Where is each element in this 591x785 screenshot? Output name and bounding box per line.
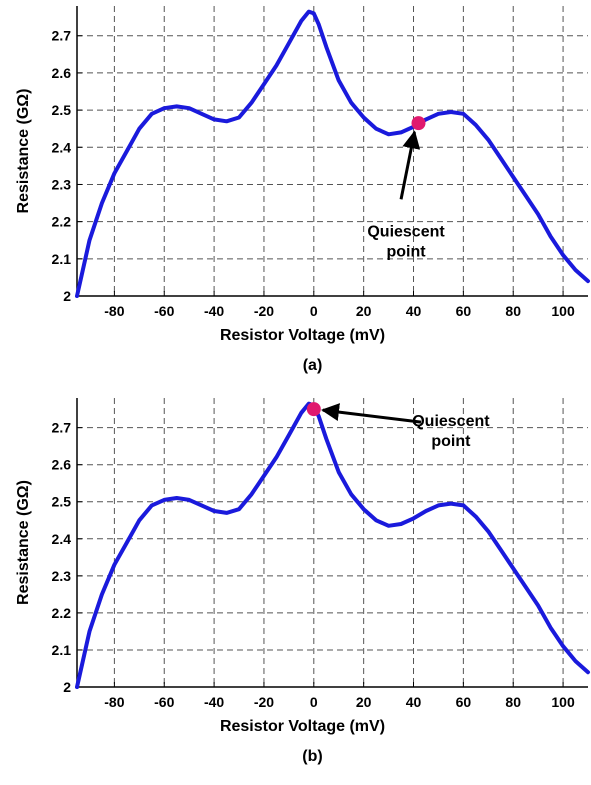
y-tick-label: 2.7 <box>52 420 72 436</box>
x-tick-label: 20 <box>356 694 372 710</box>
annotation-arrow <box>399 130 421 200</box>
quiescent-point-marker <box>411 116 426 131</box>
annotation-text: Quiescent <box>367 224 445 241</box>
y-axis-label: Resistance (GΩ) <box>15 480 32 605</box>
y-tick-label: 2 <box>63 288 71 304</box>
x-tick-label: -80 <box>104 694 124 710</box>
x-tick-label: 60 <box>456 303 472 319</box>
x-tick-label: -40 <box>204 694 224 710</box>
y-tick-label: 2.4 <box>52 531 72 547</box>
x-tick-label: 80 <box>505 303 521 319</box>
annotation-text: Quiescent <box>412 413 490 430</box>
panel-label: (b) <box>302 748 322 765</box>
x-tick-label: -80 <box>104 303 124 319</box>
panel-a: -80 -60 -40 -20 0 20 40 60 80 100 2 2.1 2.2 2.3 2.4 2.5… <box>15 6 590 374</box>
y-tick-label: 2.2 <box>52 214 72 230</box>
annotation-arrow <box>321 403 422 424</box>
y-tick-label: 2.3 <box>52 568 72 584</box>
y-tick-label: 2 <box>63 679 71 695</box>
annotation-text: point <box>386 244 426 261</box>
series-line <box>75 401 590 689</box>
x-tick-label: 80 <box>505 694 521 710</box>
x-tick-label: 100 <box>551 694 575 710</box>
x-tick-label: -20 <box>254 303 274 319</box>
y-tick-label: 2.6 <box>52 65 72 81</box>
x-tick-label: -40 <box>204 303 224 319</box>
x-tick-label: -60 <box>154 694 174 710</box>
panel-b: -80 -60 -40 -20 0 20 40 60 80 100 2 2.1 2.2 2.3 2.4 2.5… <box>15 398 590 765</box>
y-tick-label: 2.2 <box>52 605 72 621</box>
x-tick-label: 0 <box>310 694 318 710</box>
y-tick-label: 2.5 <box>52 102 72 118</box>
y-tick-label: 2.1 <box>52 251 72 267</box>
y-tick-label: 2.5 <box>52 494 72 510</box>
x-tick-label: -60 <box>154 303 174 319</box>
x-tick-label: -20 <box>254 694 274 710</box>
y-tick-label: 2.1 <box>52 642 72 658</box>
y-tick-label: 2.3 <box>52 176 72 192</box>
x-tick-label: 40 <box>406 694 422 710</box>
x-tick-label: 60 <box>456 694 472 710</box>
y-tick-label: 2.4 <box>52 139 72 155</box>
y-axis-label: Resistance (GΩ) <box>15 89 32 214</box>
x-tick-label: 100 <box>551 303 575 319</box>
x-tick-label: 40 <box>406 303 422 319</box>
x-axis-label: Resistor Voltage (mV) <box>220 327 385 344</box>
quiescent-point-marker <box>306 402 321 417</box>
x-axis-label: Resistor Voltage (mV) <box>220 718 385 735</box>
y-tick-label: 2.6 <box>52 457 72 473</box>
x-tick-label: 0 <box>310 303 318 319</box>
panel-label: (a) <box>303 357 323 374</box>
series-line <box>75 9 590 298</box>
y-tick-label: 2.7 <box>52 28 72 44</box>
x-tick-label: 20 <box>356 303 372 319</box>
annotation-text: point <box>431 433 471 450</box>
